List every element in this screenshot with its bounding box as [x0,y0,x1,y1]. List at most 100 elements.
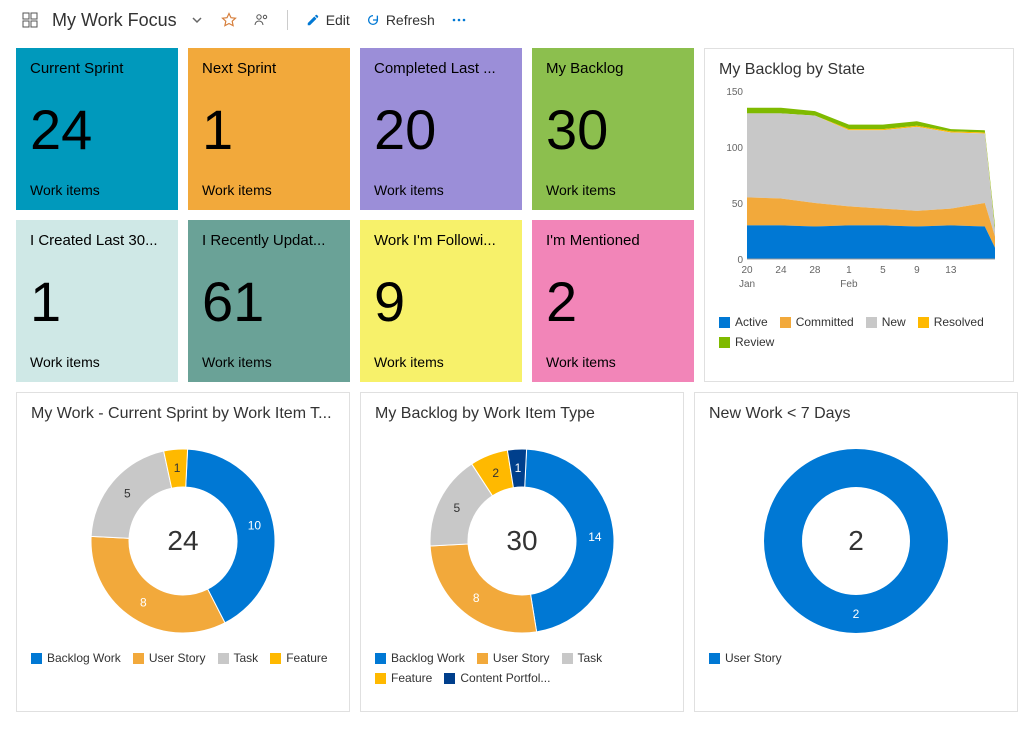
toolbar: My Work Focus Edit Refresh [0,0,1034,40]
legend-item: User Story [133,651,206,665]
chevron-down-icon[interactable] [183,6,211,34]
tile-sub: Work items [202,354,336,370]
star-icon[interactable] [215,6,243,34]
chart-legend: User Story [709,651,1003,665]
svg-text:Feb: Feb [840,279,858,290]
tile-value: 9 [374,274,508,330]
toolbar-separator [287,10,288,30]
svg-text:13: 13 [945,265,957,276]
svg-text:8: 8 [140,595,147,609]
svg-text:1: 1 [174,461,181,475]
area-chart: 05010015020242815913JanFeb [719,87,999,307]
panel-title: My Backlog by State [719,61,999,79]
donut-chart: 22 [736,431,976,651]
svg-text:5: 5 [880,265,886,276]
legend-item: Content Portfol... [444,671,550,685]
tile-title: I Recently Updat... [202,232,336,249]
tile-value: 24 [30,102,164,158]
donut-total: 24 [167,525,198,557]
legend-item: Backlog Work [375,651,465,665]
chart-panel: My Backlog by Work Item Type 14852130 Ba… [360,392,684,712]
tile[interactable]: Current Sprint 24 Work items [16,48,178,210]
svg-text:8: 8 [473,591,480,605]
tile-sub: Work items [374,182,508,198]
tiles-grid: Current Sprint 24 Work itemsNext Sprint … [16,48,694,382]
tile-value: 2 [546,274,680,330]
page-title: My Work Focus [52,10,177,31]
legend-item: Committed [780,315,854,329]
tile-title: Work I'm Followi... [374,232,508,249]
tile-title: I Created Last 30... [30,232,164,249]
svg-text:5: 5 [124,487,131,501]
svg-text:2: 2 [492,466,499,480]
svg-text:150: 150 [726,87,743,98]
svg-text:1: 1 [846,265,852,276]
tile-title: Current Sprint [30,60,164,77]
donut-chart: 10 8 5 1 24 [63,431,303,651]
donut-chart: 14 8 5 2 1 30 [402,431,642,651]
tile[interactable]: Work I'm Followi... 9 Work items [360,220,522,382]
svg-text:10: 10 [248,519,262,533]
dashboard: Current Sprint 24 Work itemsNext Sprint … [0,40,1034,738]
svg-text:28: 28 [809,265,821,276]
tile-sub: Work items [546,182,680,198]
tile-sub: Work items [546,354,680,370]
more-icon[interactable] [445,6,473,34]
svg-text:Jan: Jan [739,279,755,290]
svg-text:9: 9 [914,265,920,276]
svg-text:20: 20 [741,265,753,276]
legend-item: Resolved [918,315,984,329]
chart-legend: Backlog Work User Story Task Feature Content… [375,651,669,685]
legend-item: Review [719,335,774,349]
tile-title: I'm Mentioned [546,232,680,249]
tile-value: 1 [202,102,336,158]
panel-title: New Work < 7 Days [709,405,1003,423]
svg-text:100: 100 [726,143,743,154]
legend-item: New [866,315,906,329]
tile-title: Next Sprint [202,60,336,77]
svg-text:14: 14 [588,530,602,544]
chart-panel: New Work < 7 Days 22 User Story [694,392,1018,712]
panel-backlog-by-state: My Backlog by State 05010015020242815913… [704,48,1014,382]
tile[interactable]: Next Sprint 1 Work items [188,48,350,210]
tile-value: 20 [374,102,508,158]
tile[interactable]: I Created Last 30... 1 Work items [16,220,178,382]
legend-item: User Story [477,651,550,665]
tile-sub: Work items [30,354,164,370]
dashboard-icon[interactable] [16,6,44,34]
tile-title: Completed Last ... [374,60,508,77]
edit-label: Edit [326,12,350,28]
legend-item: Task [218,651,259,665]
refresh-button[interactable]: Refresh [360,8,441,32]
svg-text:50: 50 [732,199,744,210]
tile[interactable]: I Recently Updat... 61 Work items [188,220,350,382]
legend-item: Feature [270,651,327,665]
svg-text:5: 5 [454,501,461,515]
tile-sub: Work items [30,182,164,198]
team-icon[interactable] [247,6,275,34]
tile-sub: Work items [374,354,508,370]
donut-total: 2 [848,525,864,557]
refresh-label: Refresh [386,12,435,28]
tile-value: 30 [546,102,680,158]
edit-button[interactable]: Edit [300,8,356,32]
legend-item: Active [719,315,768,329]
legend-item: Feature [375,671,432,685]
tile-value: 1 [30,274,164,330]
svg-text:1: 1 [515,461,522,475]
tile-value: 61 [202,274,336,330]
legend-item: Task [562,651,603,665]
tile[interactable]: I'm Mentioned 2 Work items [532,220,694,382]
tile[interactable]: Completed Last ... 20 Work items [360,48,522,210]
tile[interactable]: My Backlog 30 Work items [532,48,694,210]
legend-item: Backlog Work [31,651,121,665]
svg-text:24: 24 [775,265,787,276]
legend-item: User Story [709,651,782,665]
chart-panel: My Work - Current Sprint by Work Item T.… [16,392,350,712]
chart-legend: Backlog Work User Story Task Feature [31,651,335,665]
area-legend: Active Committed New Resolved Review [719,315,999,349]
panel-title: My Work - Current Sprint by Work Item T.… [31,405,335,423]
tile-title: My Backlog [546,60,680,77]
donut-total: 30 [506,525,537,557]
svg-text:2: 2 [853,607,860,621]
